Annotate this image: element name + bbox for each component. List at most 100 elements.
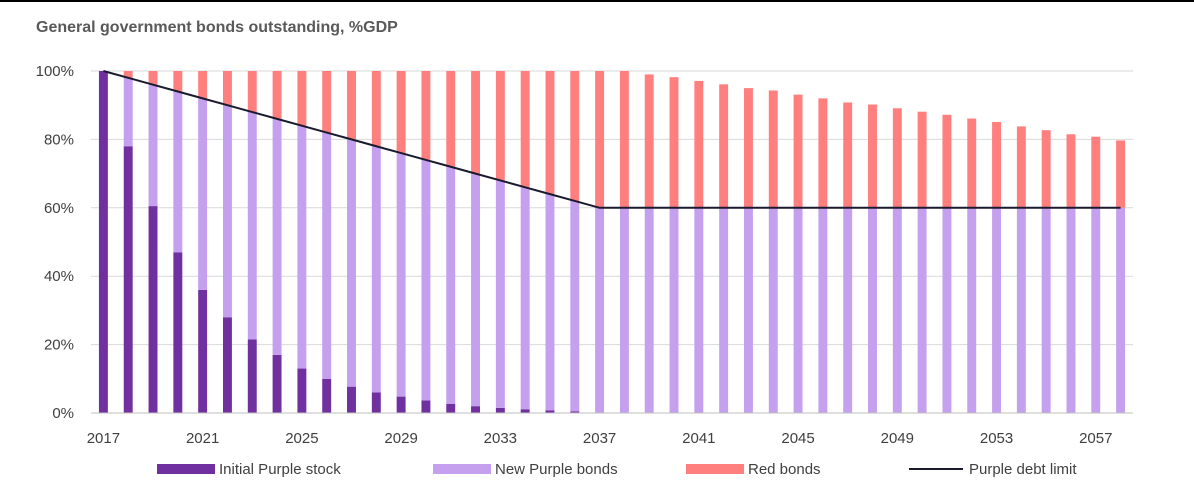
y-tick-label: 80%: [44, 131, 74, 148]
bar-initial-purple-stock: [347, 386, 356, 413]
bar-new-purple-bonds: [942, 207, 952, 413]
x-tick-label: 2029: [384, 430, 417, 447]
bar-red-bonds: [793, 94, 803, 208]
bar-new-purple-bonds: [1066, 207, 1076, 413]
bar-red-bonds: [297, 71, 307, 126]
bar-new-purple-bonds: [793, 207, 803, 413]
bar-red-bonds: [619, 71, 629, 208]
bar-red-bonds: [222, 71, 232, 106]
legend-label: New Purple bonds: [495, 461, 618, 478]
bar-red-bonds: [669, 77, 679, 208]
bar-red-bonds: [123, 71, 133, 78]
x-tick-label: 2049: [881, 430, 914, 447]
legend-label: Initial Purple stock: [219, 461, 341, 478]
bar-new-purple-bonds: [644, 207, 654, 413]
bar-initial-purple-stock: [570, 411, 580, 413]
bar-new-purple-bonds: [917, 207, 927, 413]
bar-initial-purple-stock: [446, 403, 456, 413]
bar-new-purple-bonds: [669, 207, 679, 413]
bar-initial-purple-stock: [247, 339, 257, 413]
bar-red-bonds: [148, 71, 158, 85]
bar-new-purple-bonds: [967, 207, 977, 413]
bar-new-purple-bonds: [123, 77, 133, 147]
bar-red-bonds: [818, 98, 828, 208]
bar-red-bonds: [1016, 126, 1026, 208]
bar-red-bonds: [495, 71, 505, 181]
legend-label: Red bonds: [748, 461, 821, 478]
x-tick-label: 2021: [186, 430, 219, 447]
bar-red-bonds: [694, 80, 704, 208]
axes: 0% 20% 40% 60% 80% 100% 2017 2021 2025 2029 2033 20…: [36, 63, 1133, 447]
x-tick-label: 2025: [285, 430, 318, 447]
bar-red-bonds: [992, 121, 1002, 208]
bar-new-purple-bonds: [892, 207, 902, 413]
bar-new-purple-bonds: [768, 207, 778, 413]
bar-red-bonds: [768, 90, 778, 208]
bar-red-bonds: [644, 74, 654, 208]
bar-red-bonds: [198, 71, 208, 99]
bar-new-purple-bonds: [570, 200, 580, 412]
bar-new-purple-bonds: [843, 207, 853, 413]
bar-new-purple-bonds: [520, 187, 530, 410]
bar-red-bonds: [272, 71, 282, 119]
y-tick-label: 100%: [36, 63, 74, 80]
bar-new-purple-bonds: [446, 166, 456, 404]
bar-red-bonds: [347, 71, 356, 140]
bar-new-purple-bonds: [694, 207, 704, 413]
bar-red-bonds: [322, 71, 332, 133]
bars: [98, 71, 1126, 414]
bar-new-purple-bonds: [272, 118, 282, 355]
bar-red-bonds: [967, 118, 977, 208]
bar-initial-purple-stock: [545, 410, 555, 413]
bar-new-purple-bonds: [371, 146, 381, 393]
bar-red-bonds: [173, 71, 183, 92]
bar-initial-purple-stock: [98, 71, 108, 413]
purple-debt-limit-line: [103, 70, 1121, 209]
bar-initial-purple-stock: [123, 146, 133, 414]
legend: Initial Purple stock New Purple bonds Red …: [157, 461, 1077, 478]
x-tick-label: 2017: [87, 430, 120, 447]
bar-new-purple-bonds: [818, 207, 828, 413]
bar-initial-purple-stock: [272, 354, 282, 413]
bar-new-purple-bonds: [992, 207, 1002, 413]
limit-line: [103, 70, 1121, 209]
bar-new-purple-bonds: [1091, 207, 1101, 413]
bar-red-bonds: [396, 71, 406, 154]
x-tick-label: 2041: [682, 430, 715, 447]
bar-red-bonds: [471, 71, 481, 174]
y-tick-label: 40%: [44, 268, 74, 285]
bar-initial-purple-stock: [471, 406, 481, 413]
bar-red-bonds: [446, 71, 456, 167]
bar-red-bonds: [371, 71, 381, 147]
bar-red-bonds: [719, 84, 729, 208]
bar-red-bonds: [595, 71, 605, 208]
bar-new-purple-bonds: [495, 180, 505, 408]
x-tick-label: 2033: [484, 430, 517, 447]
legend-label: Purple debt limit: [969, 461, 1077, 478]
bar-new-purple-bonds: [743, 207, 753, 413]
bar-new-purple-bonds: [347, 139, 356, 387]
bar-red-bonds: [892, 108, 902, 208]
bar-initial-purple-stock: [173, 252, 183, 413]
bar-new-purple-bonds: [545, 194, 555, 411]
y-tick-label: 60%: [44, 200, 74, 217]
bar-red-bonds: [1091, 136, 1101, 208]
y-tick-label: 0%: [52, 405, 74, 422]
bar-new-purple-bonds: [868, 207, 877, 413]
top-rule: [0, 0, 1194, 2]
bar-red-bonds: [247, 71, 257, 113]
bar-red-bonds: [917, 111, 927, 208]
bar-new-purple-bonds: [297, 125, 307, 369]
bar-red-bonds: [570, 71, 580, 201]
bar-red-bonds: [1116, 140, 1126, 208]
bar-initial-purple-stock: [297, 368, 307, 413]
bar-new-purple-bonds: [1041, 207, 1051, 413]
bar-initial-purple-stock: [322, 378, 332, 413]
bar-new-purple-bonds: [322, 132, 332, 379]
legend-swatch: [433, 464, 491, 474]
bar-new-purple-bonds: [1116, 207, 1126, 413]
bar-initial-purple-stock: [371, 392, 381, 413]
bar-new-purple-bonds: [719, 207, 729, 413]
bar-new-purple-bonds: [619, 207, 629, 413]
bar-red-bonds: [743, 88, 753, 208]
